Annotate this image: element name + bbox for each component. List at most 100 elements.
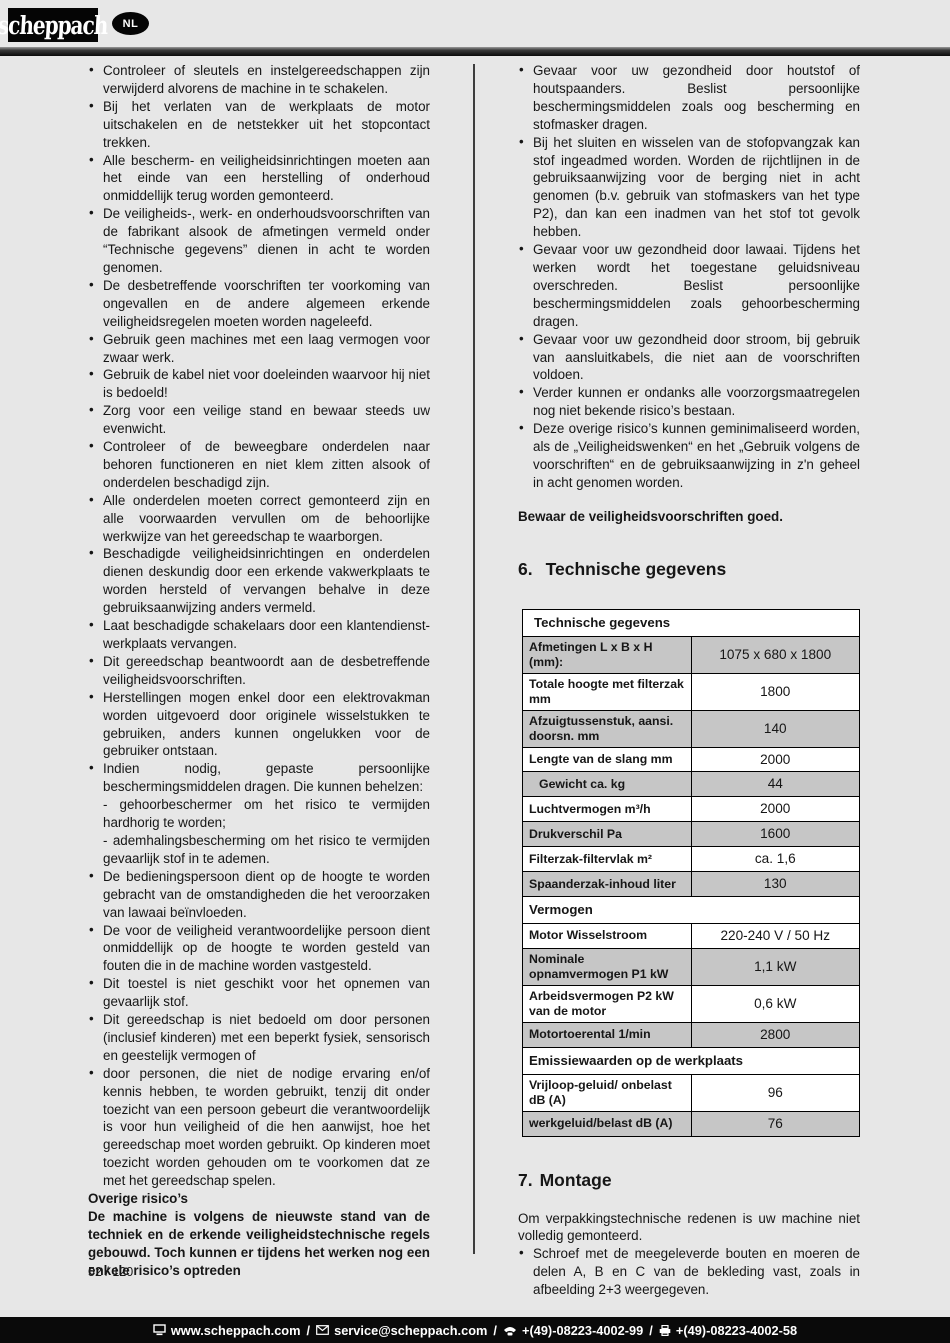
fax-icon [659, 1324, 671, 1336]
right-column: Gevaar voor uw gezondheid door houtstof … [518, 61, 860, 1299]
footer-separator: / [493, 1322, 497, 1338]
logo-text: scheppach [0, 10, 109, 40]
list-item: Dit gereedschap beantwoordt aan de desbe… [88, 652, 430, 689]
list-item: De desbetreffende voorschriften ter voor… [88, 276, 430, 331]
footer-fax-segment: +(49)-08223-4002-58 [659, 1323, 797, 1338]
safety-bullet-list-left: Controleer of sleutels en instelgereedsc… [88, 61, 430, 1190]
table-row-value: ca. 1,6 [690, 846, 860, 873]
footer-phone: +(49)-08223-4002-99 [521, 1322, 644, 1338]
table-row-value: 1600 [690, 821, 860, 848]
mail-icon [316, 1325, 329, 1335]
table-row: Motor Wisselstroom 220-240 V / 50 Hz [522, 922, 860, 949]
table-row-value: 76 [690, 1110, 860, 1137]
table-row-label: Motortoerental 1/min [522, 1021, 692, 1048]
list-item: Beschadigde veiligheidsinrichtingen en o… [88, 544, 430, 617]
list-item: De voor de veiligheid verantwoordelijke … [88, 921, 430, 976]
table-row: Nominale opnamvermogen P1 kW 1,1 kW [522, 947, 860, 986]
section-6-heading: 6. Technische gegevens [518, 559, 860, 579]
list-item: door personen, die niet de nodige ervari… [88, 1064, 430, 1190]
table-row-label: Arbeidsvermogen P2 kW van de motor [522, 984, 692, 1023]
list-item: Schroef met de meegeleverde bouten en mo… [518, 1244, 860, 1299]
footer-phone-segment: +(49)-08223-4002-99 [503, 1323, 643, 1338]
table-row: Lengte van de slang mm 2000 [522, 746, 860, 773]
table-row: Drukverschil Pa 1600 [522, 821, 860, 848]
table-row-label: werkgeluid/belast dB (A) [522, 1110, 692, 1137]
table-row: werkgeluid/belast dB (A) 76 [522, 1110, 860, 1137]
page-number: 52 / 120 [88, 1265, 134, 1279]
table-row-value: 130 [690, 871, 860, 897]
table-row-value: 96 [690, 1073, 860, 1112]
table-row-label: Lengte van de slang mm [522, 746, 692, 773]
footer-website-segment: www.scheppach.com [153, 1323, 301, 1338]
list-item: Alle onderdelen moeten correct gemonteer… [88, 491, 430, 546]
scheppach-logo: scheppach [0, 8, 109, 42]
table-row-value: 1800 [690, 672, 860, 711]
section-6-title: Technische gegevens [545, 558, 727, 579]
table-row: Totale hoogte met filterzak mm 1800 [522, 672, 860, 711]
montage-paragraph: Om verpakkingstechnische redenen is uw m… [518, 1210, 860, 1244]
table-row-value: 1,1 kW [690, 947, 860, 986]
table-row-label: Filterzak-filtervlak m² [522, 846, 692, 873]
list-item: Controleer of sleutels en instelgereedsc… [88, 61, 430, 98]
table-row: Afmetingen L x B x H (mm): 1075 x 680 x 1… [522, 635, 860, 674]
left-column: Controleer of sleutels en instelgereedsc… [88, 61, 430, 1280]
table-row-label: Vrijloop-geluid/ onbelast dB (A) [522, 1073, 692, 1112]
table-row: Filterzak-filtervlak m² ca. 1,6 [522, 846, 860, 873]
list-item: Bij het sluiten en wisselen van de stofo… [518, 133, 860, 241]
list-item: De veiligheids-, werk- en onderhoudsvoor… [88, 204, 430, 277]
table-title: Technische gegevens [522, 608, 860, 637]
table-row-value: 44 [690, 771, 860, 798]
list-item: Gebruik de kabel niet voor doeleinden wa… [88, 365, 430, 402]
footer-email: service@scheppach.com [334, 1322, 488, 1338]
list-item: Gevaar voor uw gezondheid door houtstof … [518, 61, 860, 134]
table-row: Gewicht ca. kg 44 [522, 771, 860, 798]
table-row-value: 0,6 kW [690, 984, 860, 1023]
table-row-value: 2000 [690, 796, 860, 823]
table-row-label: Luchtvermogen m³/h [522, 796, 692, 823]
list-item: Zorg voor een veilige stand en bewaar st… [88, 401, 430, 438]
table-row: Spaanderzak-inhoud liter 130 [522, 871, 860, 897]
list-item: Controleer of de beweegbare onderdelen n… [88, 437, 430, 492]
footer-email-segment: service@scheppach.com [316, 1323, 487, 1338]
table-row-label: Spaanderzak-inhoud liter [522, 871, 692, 897]
list-item: Herstellingen mogen enkel door een elekt… [88, 688, 430, 761]
table-row-label: Nominale opnamvermogen P1 kW [522, 947, 692, 986]
table-row: Vermogen [522, 896, 860, 924]
table-row: Vrijloop-geluid/ onbelast dB (A) 96 [522, 1073, 860, 1112]
footer-separator: / [649, 1322, 653, 1338]
list-item: Alle bescherm- en veiligheidsinrichtinge… [88, 151, 430, 206]
footer-separator: / [306, 1322, 311, 1338]
column-divider [473, 64, 475, 1254]
table-row-label: Afmetingen L x B x H (mm): [522, 635, 692, 674]
table-row: Motortoerental 1/min 2800 [522, 1021, 860, 1048]
footer-contact-bar: www.scheppach.com / service@scheppach.co… [0, 1317, 950, 1343]
list-item: Verder kunnen er ondanks alle voorzorgsm… [518, 383, 860, 420]
list-item: Dit gereedschap is niet bedoeld om door … [88, 1010, 430, 1065]
table-row-label: Gewicht ca. kg [522, 771, 692, 798]
risks-heading: Overige risico’s [88, 1191, 188, 1207]
table-row: Luchtvermogen m³/h 2000 [522, 796, 860, 823]
montage-bullet-list: Schroef met de meegeleverde bouten en mo… [518, 1244, 860, 1299]
table-row-label: Drukverschil Pa [522, 821, 692, 848]
list-item: Gevaar voor uw gezondheid door stroom, b… [518, 330, 860, 385]
table-row-value: 140 [690, 709, 860, 748]
list-item: Laat beschadigde schakelaars door een kl… [88, 616, 430, 653]
table-section-label: Vermogen [522, 896, 860, 924]
table-row-value: 2000 [690, 746, 860, 773]
keep-instructions-note: Bewaar de veiligheidsvoorschriften goed. [518, 508, 783, 524]
list-item: Dit toestel is niet geschikt voor het op… [88, 974, 430, 1011]
footer-fax: +(49)-08223-4002-58 [675, 1322, 798, 1338]
table-row: Emissiewaarden op de werkplaats [522, 1046, 860, 1075]
table-row-label: Afzuigtussenstuk, aansi. doorsn. mm [522, 709, 692, 748]
table-row: Arbeidsvermogen P2 kW van de motor 0,6 kW [522, 984, 860, 1023]
table-row-value: 220-240 V / 50 Hz [690, 922, 860, 949]
section-7-heading: 7. Montage [518, 1170, 860, 1190]
list-item: Deze overige risico’s kunnen geminimalis… [518, 419, 860, 492]
technical-data-table: Technische gegevens Afmetingen L x B x H… [522, 608, 860, 1137]
section-7-number: 7. [518, 1169, 533, 1190]
table-row: Afzuigtussenstuk, aansi. doorsn. mm 140 [522, 709, 860, 748]
footer-website: www.scheppach.com [170, 1322, 301, 1338]
list-item: Gevaar voor uw gezondheid door lawaai. T… [518, 240, 860, 331]
section-6-number: 6. [518, 558, 533, 579]
